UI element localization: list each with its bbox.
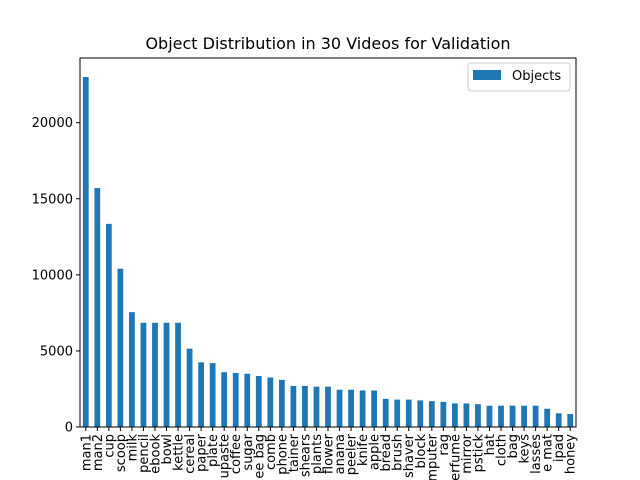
bar-glasses <box>532 405 539 427</box>
x-tick-label: man2 <box>91 434 106 471</box>
x-tick-label: coffee <box>229 434 244 474</box>
x-tick-label: rag <box>437 434 452 456</box>
bar-block <box>417 400 424 427</box>
chart-title: Object Distribution in 30 Videos for Val… <box>145 34 510 53</box>
x-tick-label: plants <box>310 434 325 474</box>
x-tick-label: hat <box>483 434 498 455</box>
x-tick-label: anana <box>333 434 348 474</box>
x-tick-label: keys <box>518 434 533 464</box>
x-tick-label: lasses <box>529 434 544 474</box>
x-tick-label: bowl <box>160 434 175 464</box>
x-tick-label: honey <box>564 434 579 474</box>
bar-banana <box>336 389 343 427</box>
bar-coffee <box>232 372 239 427</box>
y-tick-label: 5000 <box>40 344 73 359</box>
bar-pencil <box>140 322 147 427</box>
x-tick-label: flower <box>322 433 337 474</box>
x-tick-label: shears <box>298 434 313 477</box>
bar-comb <box>267 377 274 427</box>
bar-shaver <box>405 399 412 427</box>
x-tick-label: e mat <box>541 434 556 472</box>
x-tick-label: knife <box>356 434 371 466</box>
bar-man1 <box>82 77 89 428</box>
x-tick-label: block <box>414 434 429 469</box>
y-tick-label: 15000 <box>32 192 73 207</box>
bar-notebook <box>152 322 158 427</box>
axes-layer: 0 5000 10000 15000 20000 man1man2cupscoopmilk… <box>32 57 579 480</box>
bar-paper <box>198 362 204 427</box>
bar-rag <box>440 401 447 427</box>
bar-ipad <box>555 413 562 427</box>
x-tick-label: phone <box>275 434 290 475</box>
bar-scoop <box>117 268 124 427</box>
bar-kettle <box>175 322 181 427</box>
bar-bread <box>382 398 389 427</box>
bar-knife <box>359 390 366 427</box>
bar-man2 <box>94 188 101 427</box>
bar-toothpaste <box>221 372 228 427</box>
x-tick-label: upaste <box>218 434 233 478</box>
x-tick-label: pstick <box>471 434 486 473</box>
x-tick-label: sugar <box>241 433 256 470</box>
bar-phone <box>278 379 285 427</box>
bar-apple <box>371 390 378 427</box>
bar-mirror <box>463 403 470 427</box>
x-tick-label: ebook <box>148 434 163 474</box>
bar-place-mat <box>544 408 551 427</box>
x-tick-label: scoop <box>114 434 129 472</box>
bar-cup <box>105 223 112 427</box>
bar-cloth <box>498 405 504 427</box>
bar-cereal <box>186 348 193 427</box>
x-tick-label: ipad <box>552 434 567 462</box>
bar-honey <box>567 414 574 427</box>
x-tick-label: brush <box>391 434 406 471</box>
x-tick-label: bag <box>506 434 521 458</box>
y-tick-label: 0 <box>65 421 73 436</box>
bars-layer <box>82 77 574 428</box>
x-tick-label: peeler <box>345 433 360 475</box>
x-tick-label: plate <box>206 434 221 467</box>
x-tick-label: comb <box>264 434 279 470</box>
legend-swatch <box>473 70 501 80</box>
x-tick-label: pencil <box>137 434 152 473</box>
y-tick-label: 20000 <box>32 116 73 131</box>
bar-peeler <box>348 389 354 427</box>
bar-brush <box>394 399 401 427</box>
bar-shears <box>302 385 308 427</box>
bar-bowl <box>163 322 170 427</box>
x-tick-label: shaver <box>402 433 417 478</box>
x-tick-label: cloth <box>495 434 510 466</box>
x-tick-label: tainer <box>287 433 302 472</box>
x-tick-label: cup <box>102 434 117 458</box>
x-tick-label: bread <box>379 434 394 472</box>
x-tick-label: mputer <box>425 433 440 480</box>
bar-lipstick <box>475 404 481 427</box>
bar-tea-bag <box>255 376 262 427</box>
bar-hat <box>486 405 493 427</box>
legend-label: Objects <box>512 69 561 84</box>
x-tick-label: man1 <box>79 434 94 471</box>
bar-container <box>290 385 297 427</box>
x-tick-label: mirror <box>460 433 475 473</box>
y-tick-label: 10000 <box>32 268 73 283</box>
x-tick-label: kettle <box>172 434 187 471</box>
bar-milk <box>129 312 135 427</box>
x-tick-label: cereal <box>183 434 198 474</box>
bar-sugar <box>244 373 251 427</box>
bar-keys <box>521 405 527 427</box>
x-tick-label: milk <box>125 434 140 462</box>
bar-perfume <box>452 403 458 427</box>
x-tick-label: apple <box>368 434 383 470</box>
x-tick-label: ee bag <box>252 434 267 479</box>
bar-bag <box>509 405 516 427</box>
bar-plate <box>209 363 216 427</box>
legend: Objects <box>467 62 571 92</box>
bar-computer <box>428 401 435 427</box>
x-tick-label: erfume <box>448 434 463 480</box>
bar-flower <box>325 386 331 427</box>
bar-plants <box>313 386 320 427</box>
x-tick-label: paper <box>195 433 210 471</box>
